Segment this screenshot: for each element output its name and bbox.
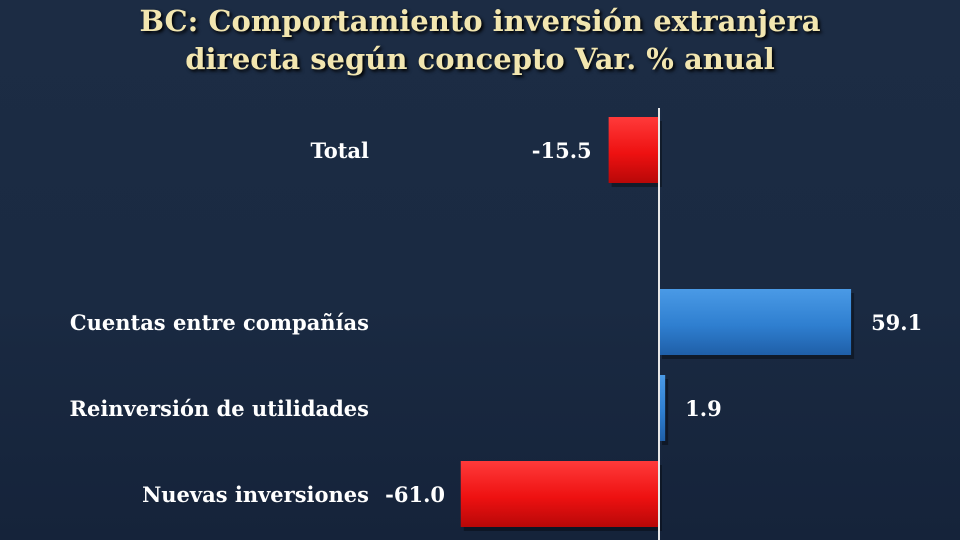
bar-cuentas-entre-compa-as — [659, 289, 852, 355]
category-label: Cuentas entre compañías — [70, 310, 369, 335]
chart-title-line2: directa según concepto Var. % anual — [185, 42, 775, 76]
bar-reinversi-n-de-utilidades — [659, 375, 666, 441]
category-label: Nuevas inversiones — [142, 482, 369, 507]
chart-title-line1: BC: Comportamiento inversión extranjera — [139, 4, 821, 38]
bar-total — [608, 117, 659, 183]
data-label: -61.0 — [385, 482, 445, 507]
data-label: 1.9 — [685, 396, 722, 421]
bar-nuevas-inversiones — [460, 461, 659, 527]
data-label: -15.5 — [532, 138, 592, 163]
chart-title: BC: Comportamiento inversión extranjera … — [0, 2, 960, 78]
data-label: 59.1 — [871, 310, 922, 335]
category-label: Total — [310, 138, 369, 163]
category-label: Reinversión de utilidades — [70, 396, 370, 421]
